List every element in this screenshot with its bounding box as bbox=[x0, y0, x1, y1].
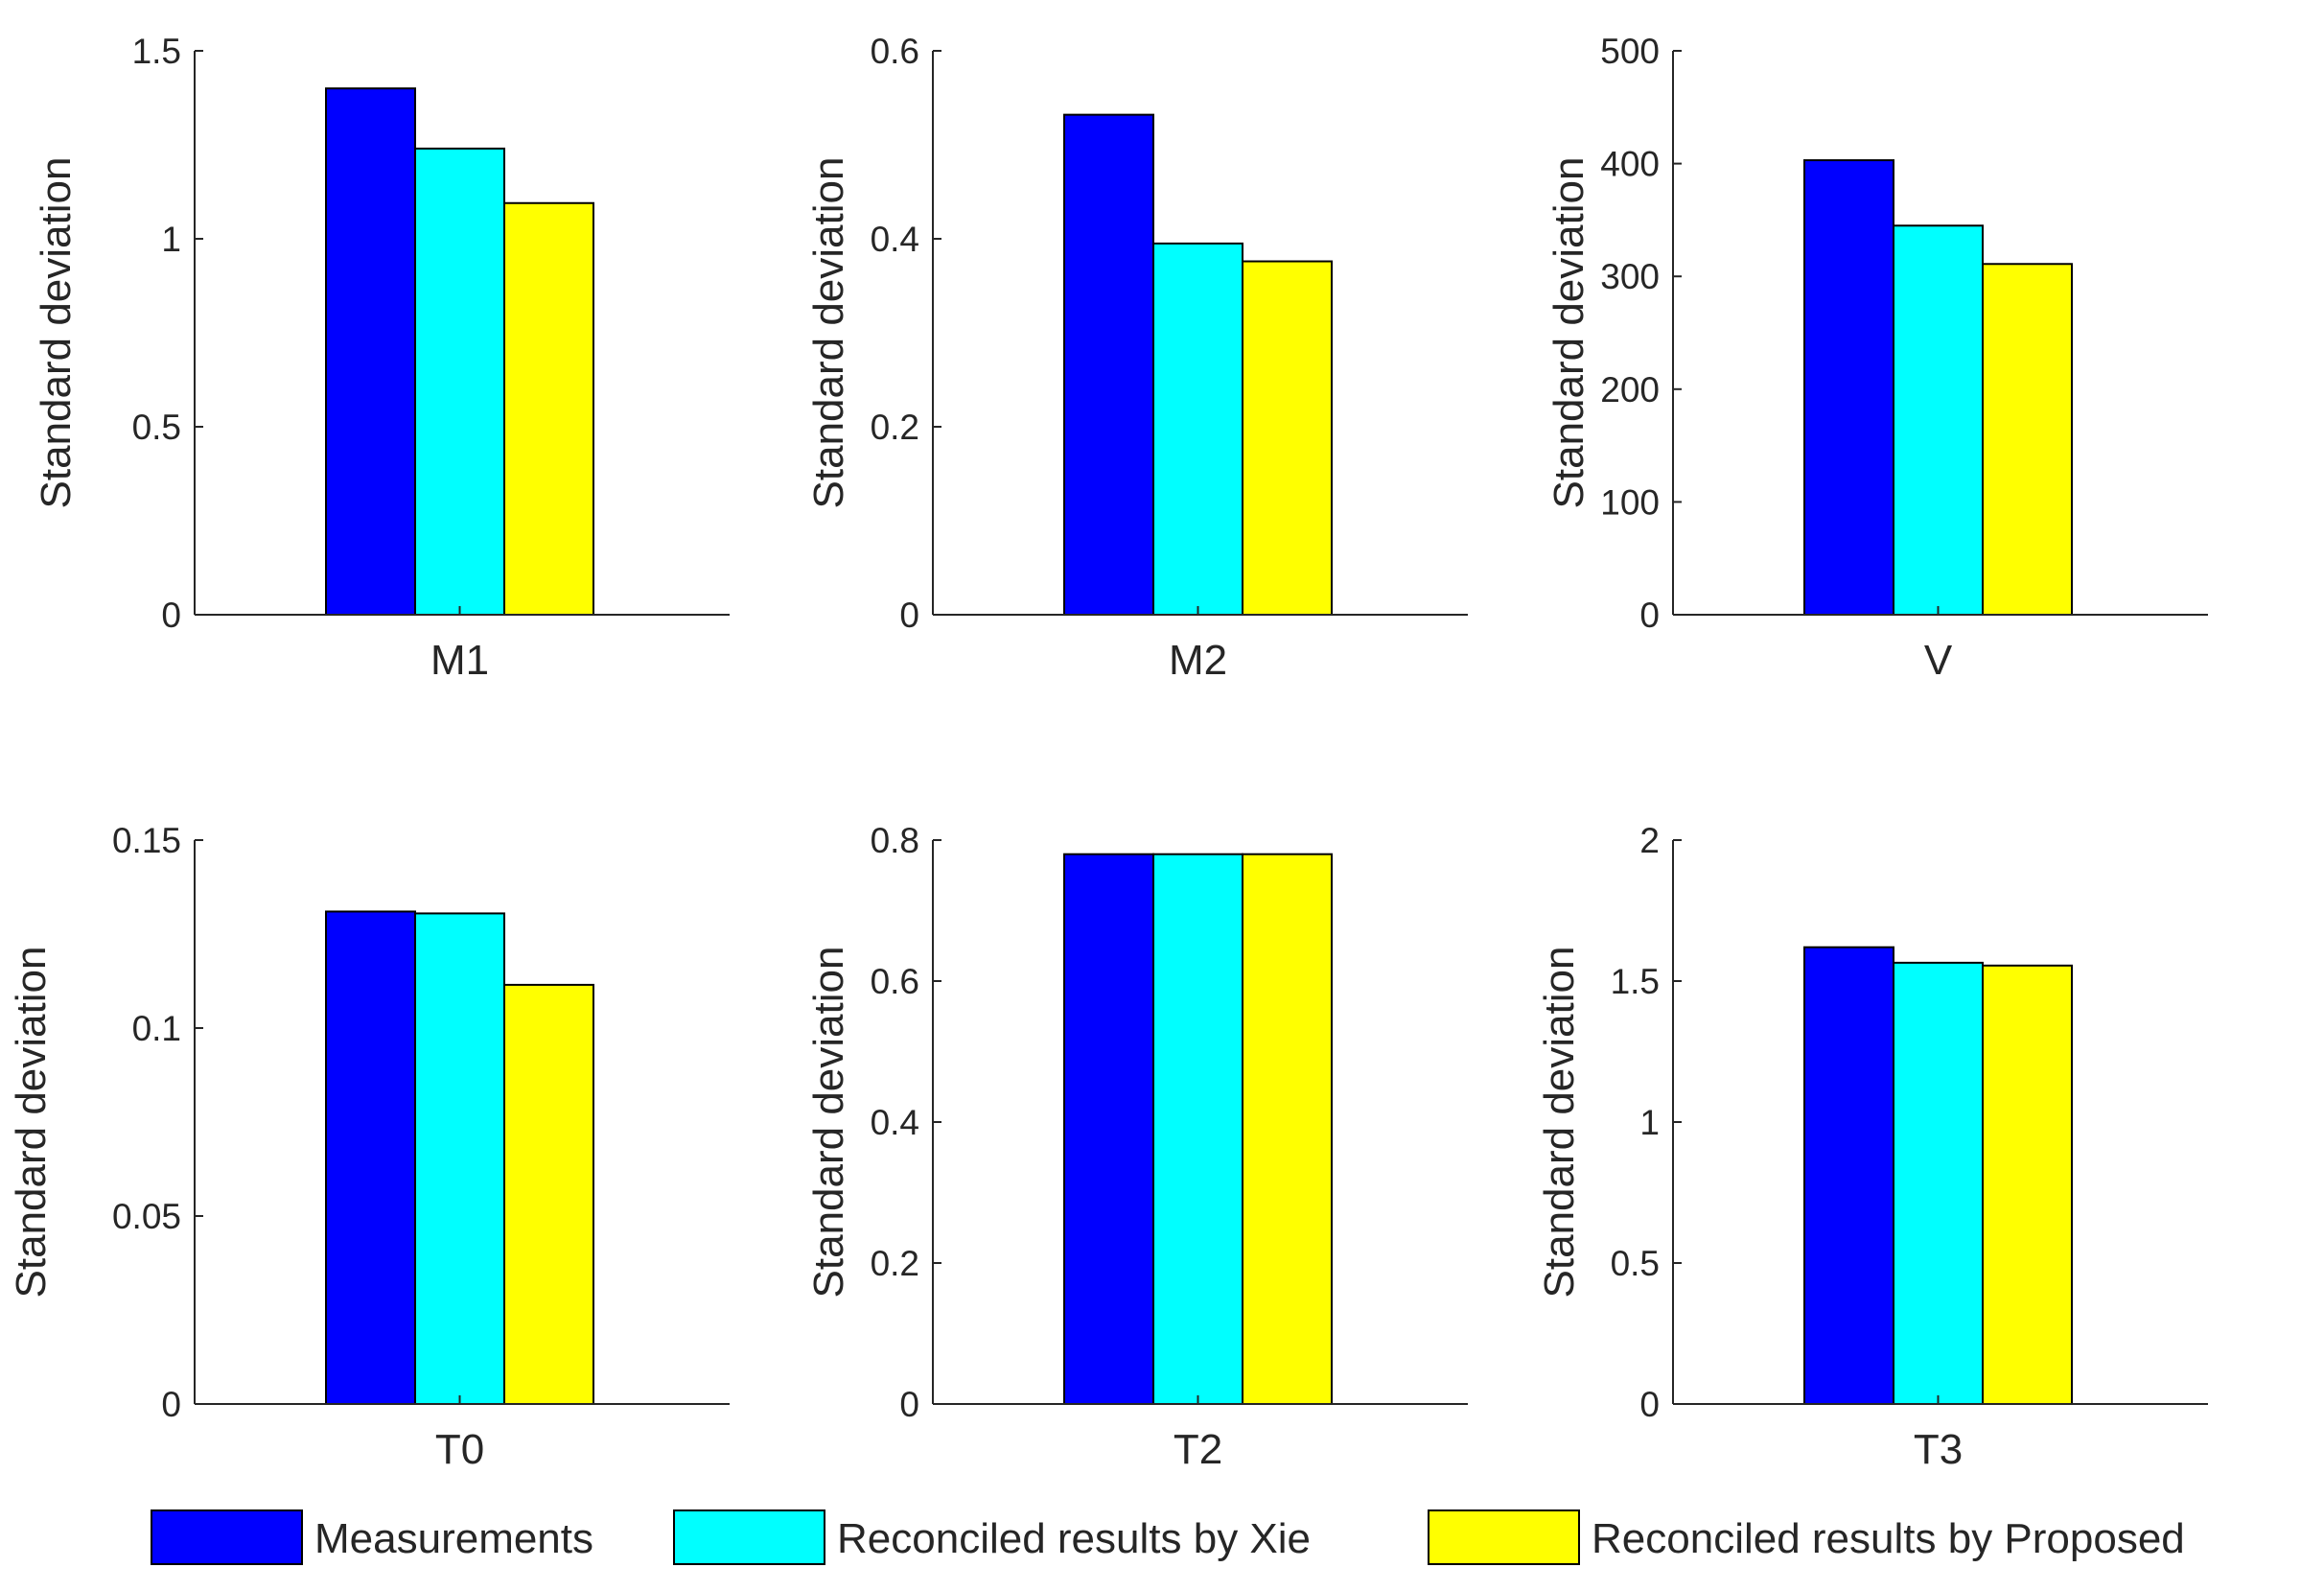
subplot-v: 0 100 200 300 400 500 V Standard deviation bbox=[1545, 32, 2208, 684]
subplot-t3: 0 0.5 1 1.5 2 T3 Standard deviation bbox=[1536, 821, 2208, 1473]
y-axis-label: Standard deviation bbox=[805, 947, 852, 1299]
x-tick-label: M2 bbox=[1169, 637, 1227, 684]
subplot-m1: 0 0.5 1 1.5 M1 Standard deviation bbox=[33, 32, 730, 684]
bar-t3-2 bbox=[1893, 961, 1984, 1405]
y-tick-label: 0.6 bbox=[871, 962, 919, 1001]
y-tick-label: 0 bbox=[161, 1385, 181, 1424]
y-tick-label: 0.5 bbox=[132, 408, 181, 447]
y-tick-label: 0 bbox=[1639, 596, 1660, 635]
y-axis-label: Standard deviation bbox=[1545, 157, 1592, 509]
y-tick-label: 1 bbox=[161, 220, 181, 259]
legend-label: Reconciled results by Xie bbox=[837, 1515, 1311, 1562]
bar-m2-1 bbox=[1063, 113, 1154, 616]
legend-item-3: Reconciled results by Proposed bbox=[1428, 1509, 2185, 1565]
legend-item-1: Measurements bbox=[151, 1509, 593, 1565]
y-tick-label: 100 bbox=[1600, 482, 1660, 522]
y-tick-label: 300 bbox=[1600, 257, 1660, 296]
y-tick-label: 400 bbox=[1600, 145, 1660, 184]
legend-label: Reconciled results by Proposed bbox=[1592, 1515, 2185, 1562]
bar-m1-1 bbox=[325, 87, 416, 616]
bar-m2-3 bbox=[1242, 260, 1333, 616]
y-tick-label: 1.5 bbox=[132, 32, 181, 71]
legend-box bbox=[144, 1501, 2320, 1578]
y-tick-label: 1 bbox=[1639, 1103, 1660, 1142]
y-tick-label: 1.5 bbox=[1611, 962, 1660, 1001]
bar-t3-3 bbox=[1982, 964, 2073, 1406]
y-tick-label: 0.2 bbox=[871, 1244, 919, 1283]
subplot-m2: 0 0.2 0.4 0.6 M2 Standard deviation bbox=[805, 32, 1468, 684]
bar-t0-3 bbox=[503, 983, 594, 1406]
bar-t2-1 bbox=[1063, 853, 1154, 1405]
y-tick-label: 0.4 bbox=[871, 1103, 919, 1142]
subplot-grid: 0 0.5 1 1.5 M1 Standard deviation 0 0.2 0.4 0.6 M2… bbox=[8, 32, 2208, 1473]
legend-swatch bbox=[151, 1509, 303, 1565]
y-axis-label: Standard deviation bbox=[33, 157, 80, 509]
y-axis-label: Standard deviation bbox=[1536, 947, 1583, 1299]
y-tick-label: 0 bbox=[899, 596, 919, 635]
y-tick-label: 0 bbox=[899, 1385, 919, 1424]
legend-swatch bbox=[673, 1509, 825, 1565]
legend: Measurements Reconciled results by Xie Rec… bbox=[144, 1501, 2320, 1578]
bar-t2-3 bbox=[1242, 853, 1333, 1405]
subplot-t2: 0 0.2 0.4 0.6 0.8 T2 Standard deviation bbox=[805, 821, 1468, 1473]
y-tick-label: 0.8 bbox=[871, 821, 919, 860]
y-tick-label: 0.6 bbox=[871, 32, 919, 71]
y-tick-label: 0 bbox=[1639, 1385, 1660, 1424]
bar-t0-1 bbox=[325, 910, 416, 1405]
y-axis-label: Standard deviation bbox=[805, 157, 852, 509]
subplot-t0: 0 0.05 0.1 0.15 T0 Standard deviation bbox=[8, 821, 730, 1473]
y-tick-label: 0.2 bbox=[871, 408, 919, 447]
bar-t0-2 bbox=[414, 912, 505, 1405]
y-tick-label: 0.15 bbox=[112, 821, 181, 860]
y-tick-label: 0.4 bbox=[871, 220, 919, 259]
y-tick-label: 0.1 bbox=[132, 1009, 181, 1048]
y-tick-label: 2 bbox=[1639, 821, 1660, 860]
legend-item-2: Reconciled results by Xie bbox=[673, 1509, 1311, 1565]
x-tick-label: V bbox=[1924, 637, 1953, 684]
y-tick-label: 0.05 bbox=[112, 1197, 181, 1236]
bar-m1-3 bbox=[503, 201, 594, 616]
y-axis-label: Standard deviation bbox=[8, 947, 55, 1299]
y-tick-label: 0.5 bbox=[1611, 1244, 1660, 1283]
bar-t3-1 bbox=[1803, 946, 1894, 1405]
bar-v-3 bbox=[1982, 263, 2073, 616]
x-tick-label: M1 bbox=[430, 637, 489, 684]
y-tick-label: 0 bbox=[161, 596, 181, 635]
x-tick-label: T0 bbox=[435, 1426, 484, 1473]
x-tick-label: T3 bbox=[1914, 1426, 1963, 1473]
bar-m1-2 bbox=[414, 147, 505, 616]
legend-label: Measurements bbox=[314, 1515, 593, 1562]
legend-swatch bbox=[1428, 1509, 1580, 1565]
y-tick-label: 500 bbox=[1600, 32, 1660, 71]
bar-m2-2 bbox=[1152, 242, 1243, 616]
bar-v-2 bbox=[1893, 224, 1984, 616]
bar-v-1 bbox=[1803, 159, 1894, 617]
bar-t2-2 bbox=[1152, 853, 1243, 1405]
x-tick-label: T2 bbox=[1174, 1426, 1222, 1473]
y-tick-label: 200 bbox=[1600, 370, 1660, 409]
